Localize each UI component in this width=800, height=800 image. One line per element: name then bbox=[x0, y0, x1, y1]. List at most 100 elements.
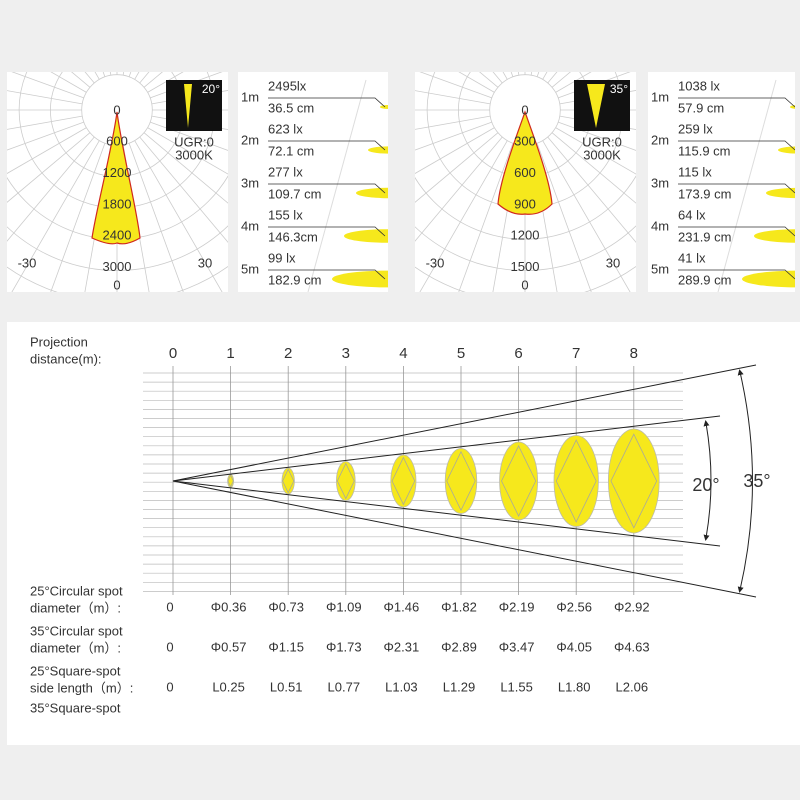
light-spot bbox=[553, 435, 599, 527]
row-value: Φ1.73 bbox=[326, 639, 362, 654]
distance-label: 5 bbox=[457, 345, 465, 362]
projection-label: Projection bbox=[30, 334, 88, 349]
row-value: Φ2.56 bbox=[556, 599, 592, 614]
light-spot bbox=[335, 461, 356, 501]
row-value: Φ2.92 bbox=[614, 599, 650, 614]
light-spot bbox=[390, 454, 417, 508]
spot-size: 182.9 cm bbox=[268, 272, 321, 287]
row-value: 0 bbox=[166, 679, 173, 694]
badge-beam bbox=[587, 84, 605, 128]
row-label: 25°Circular spot bbox=[30, 583, 123, 598]
radial-label: 0 bbox=[113, 102, 120, 117]
row-value: 0 bbox=[166, 639, 173, 654]
angle-label: -30 bbox=[18, 255, 37, 270]
polar-ray bbox=[536, 143, 592, 292]
polar-ray bbox=[7, 121, 84, 151]
polar-ray bbox=[134, 140, 223, 292]
spot bbox=[778, 146, 795, 154]
polar-ray bbox=[542, 72, 548, 80]
polar-ray bbox=[415, 136, 503, 242]
row-label: side length（m）: bbox=[30, 680, 133, 695]
row-value: Φ1.46 bbox=[384, 599, 420, 614]
leader-line bbox=[268, 269, 386, 280]
distance-label: 8 bbox=[630, 345, 638, 362]
spot-size: 173.9 cm bbox=[678, 186, 731, 201]
beam-edge bbox=[717, 79, 777, 292]
light-spot bbox=[281, 467, 295, 495]
row-label: 35°Circular spot bbox=[30, 623, 123, 638]
distance: 1m bbox=[241, 89, 259, 104]
spot-size: 109.7 cm bbox=[268, 186, 321, 201]
row-value: L0.77 bbox=[328, 679, 361, 694]
polar-ray bbox=[555, 127, 636, 175]
polar-ray bbox=[492, 72, 503, 84]
row-value: Φ4.63 bbox=[614, 639, 650, 654]
row-value: Φ2.19 bbox=[499, 599, 535, 614]
spot bbox=[754, 229, 795, 243]
radial-label: 600 bbox=[106, 134, 128, 149]
row-value: Φ2.89 bbox=[441, 639, 477, 654]
angle-arc bbox=[737, 369, 753, 593]
spot-size: 72.1 cm bbox=[268, 143, 314, 158]
illuminance: 115 lx bbox=[678, 164, 712, 179]
polar-ray bbox=[139, 136, 228, 243]
leader-line bbox=[268, 226, 386, 237]
illuminance: 277 lx bbox=[268, 164, 303, 179]
spot-size: 289.9 cm bbox=[678, 272, 731, 287]
polar-ray bbox=[147, 72, 184, 93]
leader-line bbox=[678, 183, 795, 194]
spot-size: 231.9 cm bbox=[678, 229, 731, 244]
projection-label: distance(m): bbox=[30, 351, 102, 366]
polar-ray bbox=[94, 72, 100, 80]
angle-arc bbox=[703, 420, 712, 541]
spot bbox=[368, 146, 388, 154]
illuminance: 1038 lx bbox=[678, 78, 720, 93]
row-label: 25°Square-spot bbox=[30, 663, 121, 678]
illuminance: 41 lx bbox=[678, 250, 706, 265]
distance: 2m bbox=[241, 132, 259, 147]
illuminance: 2495lx bbox=[268, 78, 307, 93]
beam-line bbox=[172, 480, 721, 547]
illuminance: 155 lx bbox=[268, 207, 303, 222]
polar-ray bbox=[128, 72, 132, 77]
light-spot bbox=[444, 448, 478, 514]
beam-line bbox=[172, 415, 721, 482]
distance-label: 6 bbox=[514, 345, 522, 362]
polar-ray bbox=[50, 143, 106, 292]
polar-ray bbox=[7, 136, 95, 242]
spot bbox=[380, 105, 388, 109]
spot-size: 57.9 cm bbox=[678, 100, 724, 115]
polar-ray bbox=[542, 140, 631, 292]
polar-ray bbox=[50, 72, 87, 93]
inner-angle: 20° bbox=[692, 475, 719, 495]
polar-ray bbox=[558, 121, 636, 151]
polar-ray bbox=[7, 127, 87, 174]
spot bbox=[356, 187, 388, 199]
leader-line bbox=[268, 183, 386, 194]
radial-label: 2400 bbox=[103, 228, 132, 243]
polar-ray bbox=[555, 72, 592, 93]
leader-line bbox=[268, 97, 386, 108]
spot-square bbox=[610, 433, 658, 529]
ugr-label: UGR:0 bbox=[174, 134, 214, 149]
beam-badge bbox=[166, 80, 222, 131]
leader-line bbox=[678, 97, 795, 108]
polar-ray bbox=[134, 72, 140, 80]
spot bbox=[766, 187, 795, 199]
spot-square bbox=[555, 439, 597, 523]
polar-ray bbox=[143, 132, 228, 204]
ugr-label: UGR:0 bbox=[582, 134, 622, 149]
radial-label: 900 bbox=[514, 196, 536, 211]
polar-ray bbox=[547, 136, 636, 243]
row-value: Φ1.82 bbox=[441, 599, 477, 614]
radial-label: 1800 bbox=[103, 196, 132, 211]
polar-ray bbox=[502, 72, 508, 80]
polar-ray bbox=[11, 140, 100, 292]
radial-label: 1200 bbox=[511, 228, 540, 243]
distance: 5m bbox=[651, 261, 669, 276]
row-value: Φ1.09 bbox=[326, 599, 362, 614]
spot-square bbox=[446, 450, 476, 512]
polar-ray bbox=[415, 127, 495, 174]
polar-ray bbox=[510, 72, 514, 77]
row-value: Φ0.73 bbox=[268, 599, 304, 614]
